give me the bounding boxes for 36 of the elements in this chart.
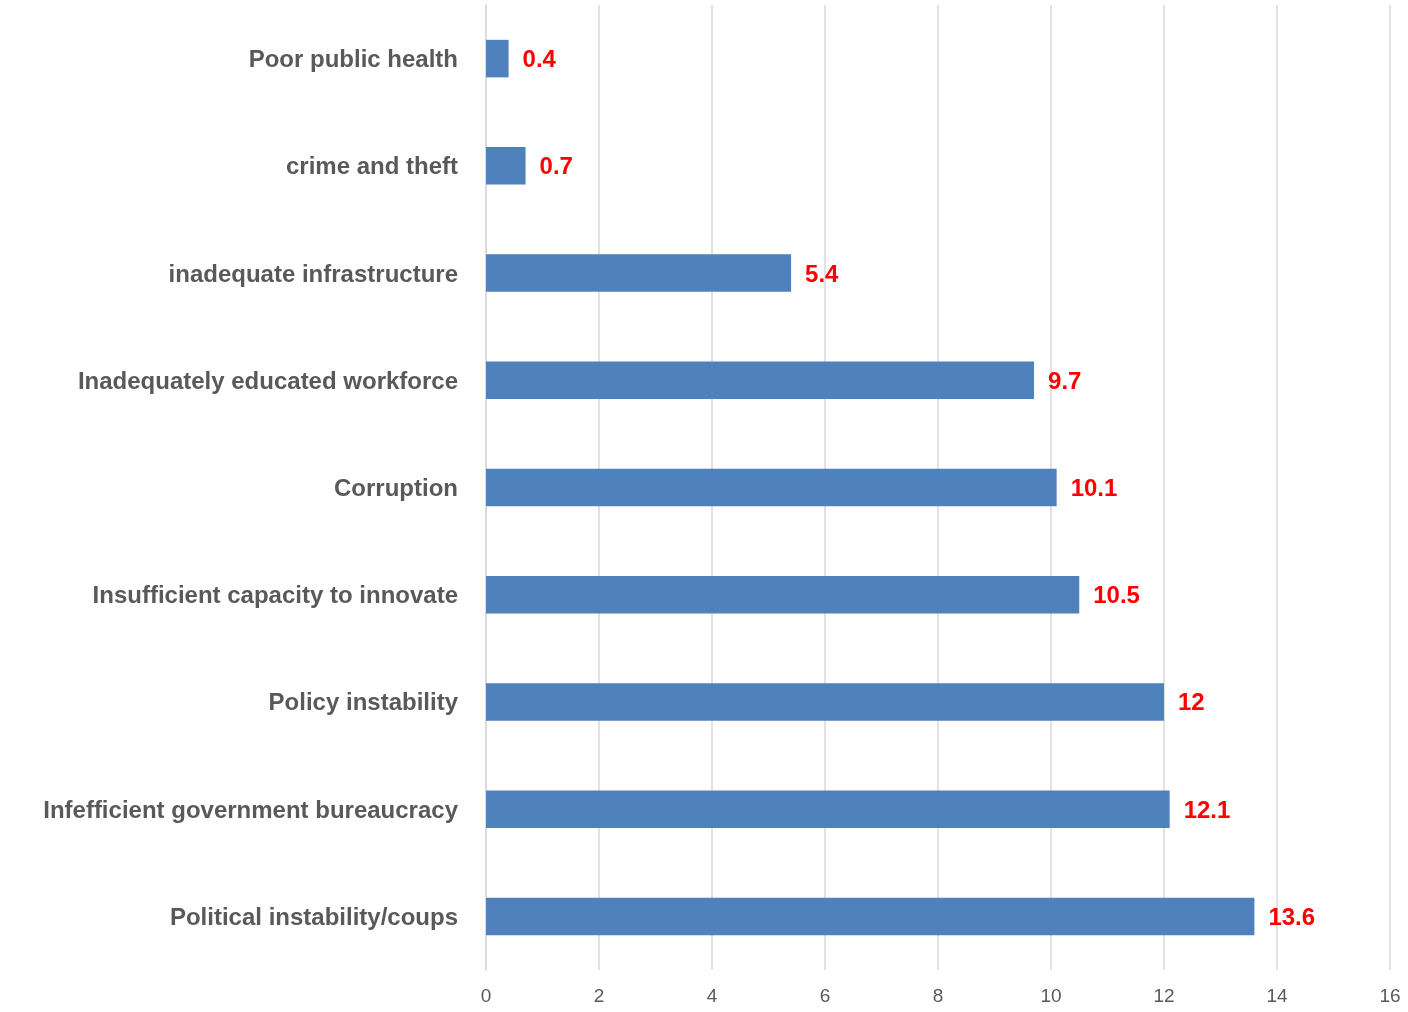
data-label: 10.5: [1093, 581, 1140, 609]
y-tick-label: Inadequately educated workforce: [77, 366, 458, 394]
y-tick-label: Political instability/coups: [169, 902, 458, 930]
y-tick-label: Corruption: [334, 474, 458, 501]
data-label: 0.7: [539, 152, 573, 180]
y-tick-label: Insufficient capacity to innovate: [92, 581, 458, 609]
bar: [486, 361, 1035, 400]
bar: [486, 39, 509, 78]
x-tick-label: 16: [1379, 985, 1401, 1006]
data-label: 10.1: [1070, 474, 1118, 501]
y-tick-label: Policy instability: [268, 688, 459, 716]
x-tick-label: 10: [1040, 985, 1062, 1006]
y-tick-label: Infefficient government bureaucracy: [43, 795, 459, 823]
bar: [486, 683, 1164, 721]
data-label: 12.1: [1183, 795, 1231, 823]
data-label: 0.4: [522, 45, 557, 73]
data-label: 13.6: [1268, 902, 1316, 930]
bar: [486, 254, 792, 292]
y-tick-label: inadequate infrastructure: [168, 259, 458, 287]
bar: [486, 790, 1170, 828]
x-tick-label: 12: [1153, 985, 1175, 1006]
x-tick-label: 8: [932, 985, 944, 1006]
data-label: 5.4: [805, 259, 840, 287]
bar: [486, 468, 1057, 507]
x-tick-label: 4: [706, 985, 718, 1006]
x-tick-label: 0: [480, 985, 492, 1006]
x-tick-label: 2: [593, 985, 605, 1006]
x-tick-label: 14: [1266, 985, 1288, 1006]
bar: [486, 147, 526, 185]
bar: [486, 897, 1255, 936]
y-tick-label: crime and theft: [285, 152, 459, 180]
bar: [486, 575, 1080, 614]
data-label: 9.7: [1048, 366, 1082, 394]
y-tick-label: Poor public health: [248, 45, 458, 73]
data-label: 12: [1178, 688, 1205, 716]
x-tick-label: 6: [819, 985, 831, 1006]
